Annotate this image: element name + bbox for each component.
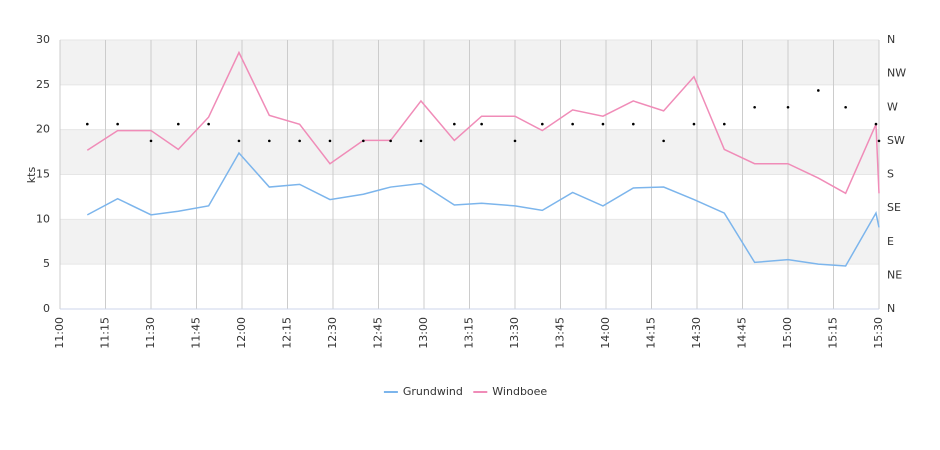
x-tick-label: 13:30	[508, 317, 521, 349]
x-tick-label: 12:45	[372, 317, 385, 349]
x-tick-label: 14:00	[599, 317, 612, 349]
y2-tick-label: N	[887, 33, 895, 46]
x-tick-label: 11:00	[53, 317, 66, 349]
y-tick-label: 5	[43, 257, 50, 270]
direction-dot	[419, 139, 423, 143]
direction-dot	[149, 139, 153, 143]
direction-dot	[844, 105, 847, 109]
y-tick-label: 0	[43, 302, 50, 315]
direction-dot	[874, 122, 878, 126]
y2-tick-label: E	[887, 235, 894, 248]
direction-dot	[86, 122, 89, 126]
y-tick-label: 30	[36, 33, 50, 46]
y-axis-label: kts	[25, 167, 38, 184]
direction-dot	[662, 139, 665, 143]
direction-dot	[753, 105, 756, 109]
x-tick-label: 15:15	[827, 317, 840, 349]
direction-dot	[513, 139, 517, 143]
direction-dot	[389, 139, 392, 143]
direction-dot	[723, 122, 726, 126]
x-tick-label: 14:45	[736, 317, 749, 349]
x-tick-label: 15:30	[872, 317, 885, 349]
direction-dot	[601, 122, 605, 126]
y2-tick-label: SE	[887, 201, 901, 214]
direction-dot	[877, 139, 881, 143]
y-tick-label: 20	[36, 123, 50, 136]
x-tick-label: 11:45	[190, 317, 203, 349]
direction-dot	[692, 122, 696, 126]
direction-dot	[571, 122, 574, 126]
y2-tick-label: N	[887, 302, 895, 315]
x-tick-label: 12:00	[235, 317, 248, 349]
direction-dot	[362, 139, 365, 143]
y2-tick-label: S	[887, 168, 894, 181]
y2-tick-label: SW	[887, 134, 905, 147]
y2-tick-label: NE	[887, 268, 902, 281]
direction-dot	[268, 139, 271, 143]
x-tick-label: 12:30	[326, 317, 339, 349]
y2-tick-label: W	[887, 100, 898, 113]
y-tick-label: 15	[36, 168, 50, 181]
direction-dot	[817, 89, 820, 92]
direction-dot	[116, 122, 119, 126]
direction-dot	[207, 122, 210, 126]
series-line	[86, 50, 880, 195]
direction-dot	[328, 139, 332, 143]
direction-dot	[298, 139, 301, 143]
series-line	[86, 151, 880, 267]
direction-dot	[177, 122, 180, 126]
x-tick-label: 11:30	[144, 317, 157, 349]
x-tick-label: 13:45	[554, 317, 567, 349]
y2-tick-label: NW	[887, 67, 906, 80]
direction-dot	[453, 122, 456, 126]
direction-dot	[480, 122, 483, 126]
direction-dot	[632, 122, 635, 126]
direction-dot	[237, 139, 241, 143]
x-tick-label: 13:15	[463, 317, 476, 349]
direction-dot	[541, 122, 544, 126]
y-tick-label: 10	[36, 212, 50, 225]
x-tick-label: 11:15	[99, 317, 112, 349]
x-tick-label: 14:30	[690, 317, 703, 349]
legend-label: Windboee	[492, 385, 547, 398]
direction-dot	[786, 105, 790, 109]
x-tick-label: 14:15	[645, 317, 658, 349]
x-tick-label: 12:15	[281, 317, 294, 349]
x-tick-label: 15:00	[781, 317, 794, 349]
y-tick-label: 25	[36, 78, 50, 91]
legend-label: Grundwind	[403, 385, 463, 398]
x-tick-label: 13:00	[417, 317, 430, 349]
